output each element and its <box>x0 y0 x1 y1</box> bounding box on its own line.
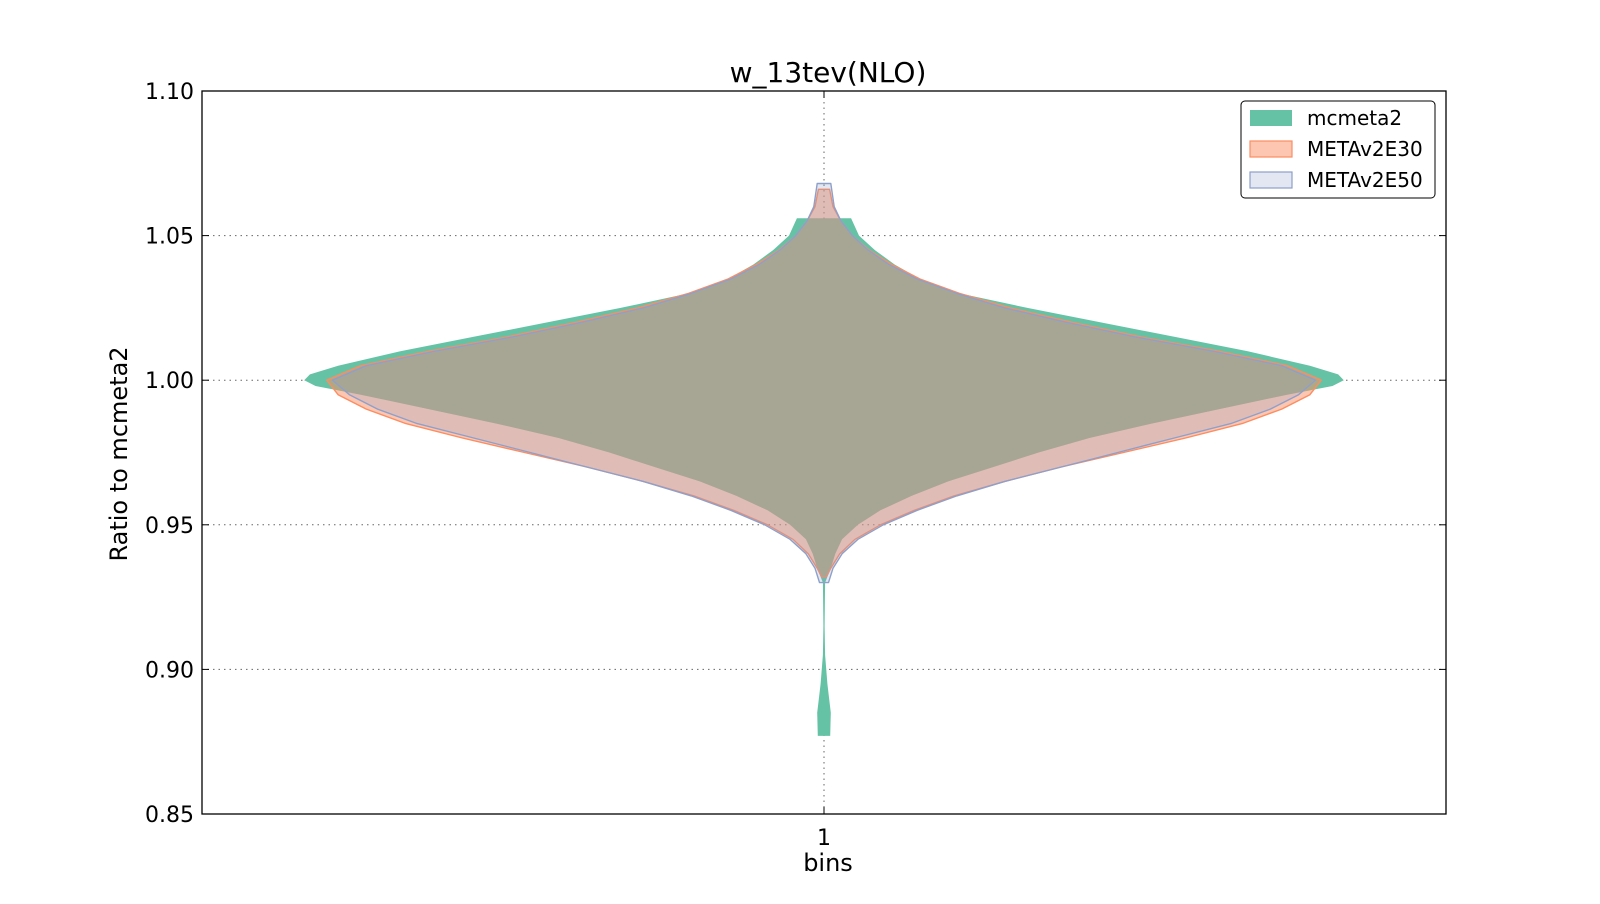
violin-metav2e50 <box>331 182 1317 584</box>
legend-swatch-mcmeta2 <box>1250 110 1292 126</box>
y-tick-label: 0.90 <box>145 658 194 683</box>
plot-frame <box>201 90 1447 815</box>
y-axis-title: Ratio to mcmeta2 <box>105 346 133 561</box>
x-axis-title: bins <box>803 849 853 877</box>
x-tick-label: 1 <box>817 826 831 851</box>
legend-label-mcmeta2: mcmeta2 <box>1307 106 1402 130</box>
legend-swatch-metav2e30 <box>1249 140 1293 158</box>
axes: 0.85 0.90 0.95 1.00 1.05 1.10 1 <box>145 80 1447 851</box>
y-tick-label: 0.95 <box>145 514 194 539</box>
y-tick-label: 1.00 <box>145 369 194 394</box>
violin-series-group <box>304 182 1344 736</box>
chart-title: w_13tev(NLO) <box>730 56 927 89</box>
legend-label-metav2e50: METAv2E50 <box>1307 168 1423 192</box>
y-tick-label: 1.05 <box>145 225 194 250</box>
legend-label-metav2e30: METAv2E30 <box>1307 137 1423 161</box>
y-tick-label: 1.10 <box>145 80 194 105</box>
legend-swatch-metav2e50 <box>1249 171 1293 189</box>
y-tick-label: 0.85 <box>145 803 194 828</box>
legend: mcmeta2 METAv2E30 METAv2E50 <box>1240 100 1436 199</box>
